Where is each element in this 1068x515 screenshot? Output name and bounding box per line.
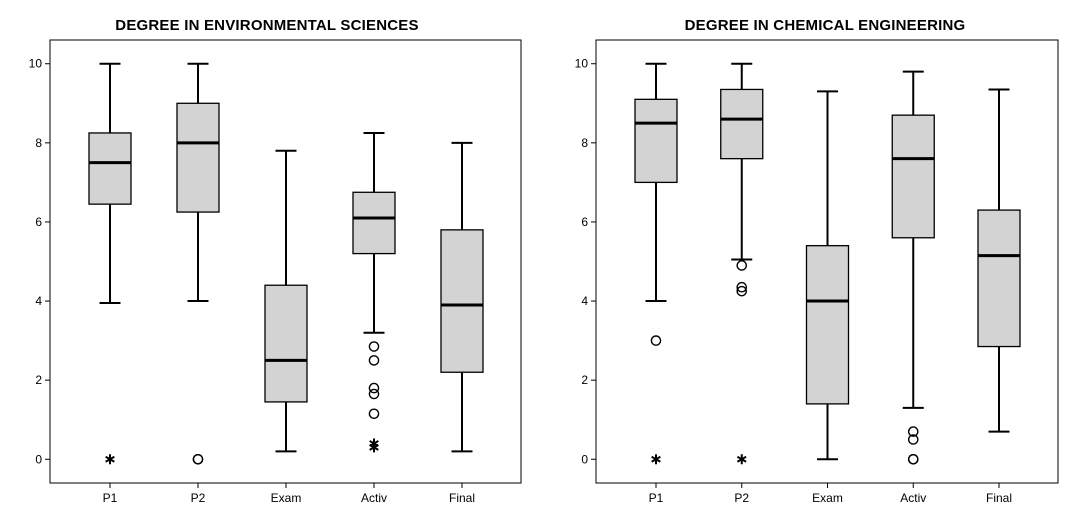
x-tick-label: P1 [103,491,118,505]
outlier-point [907,426,919,437]
chart-title: DEGREE IN CHEMICAL ENGINEERING [685,17,966,34]
outlier-point [368,341,380,352]
x-tick-label: Exam [271,491,302,505]
box-p1 [634,62,678,465]
x-tick-label: Exam [812,491,843,505]
outlier-point [368,382,380,394]
y-tick-label: 10 [575,57,589,71]
chart-title: DEGREE IN ENVIRONMENTAL SCIENCES [115,17,418,34]
iqr-box [977,209,1021,348]
outlier-point [368,388,380,400]
x-tick-label: P2 [734,491,749,505]
outlier-point [192,453,204,465]
iqr-box [88,132,132,205]
outlier-point [650,335,662,346]
chart-panel-1: DEGREE IN ENVIRONMENTAL SCIENCES 0 2 4 6 8 10 P… [29,17,522,505]
x-tick-label: Final [449,491,475,505]
iqr-box [264,284,308,403]
outlier-point [736,260,748,271]
y-tick-label: 0 [35,452,42,466]
box-final [440,141,484,453]
box-p2 [176,62,220,465]
y-tick-label: 2 [35,373,42,387]
iqr-box [440,229,484,373]
y-tick-label: 6 [581,215,588,229]
box-final [977,88,1021,433]
x-tick-label: P2 [191,491,206,505]
y-tick-label: 8 [35,136,42,150]
extreme-point [736,454,747,465]
box-p2 [720,62,764,465]
iqr-box [891,114,935,239]
y-tick-label: 8 [581,136,588,150]
y-tick-label: 2 [581,373,588,387]
outlier-point [368,355,380,366]
y-tick-label: 4 [35,294,42,308]
iqr-box [805,245,850,405]
y-tick-label: 0 [581,452,588,466]
box-exam [805,90,850,461]
y-tick-label: 10 [29,57,43,71]
outlier-point [907,453,919,465]
y-tick-label: 6 [35,215,42,229]
y-tick-label: 4 [581,294,588,308]
box-p1 [88,62,132,465]
extreme-point [105,454,115,465]
chart-panel-2: DEGREE IN CHEMICAL ENGINEERING 0 2 4 6 8 10 P1 P… [575,17,1059,505]
iqr-box [352,191,396,255]
outlier-point [736,281,748,293]
box-activ [891,70,935,465]
outlier-point [368,408,380,420]
outlier-point [736,285,748,297]
extreme-point [369,442,379,453]
x-tick-label: Activ [361,491,387,505]
outlier-point [907,434,919,445]
box-activ [352,131,396,453]
x-tick-label: Final [986,491,1012,505]
x-tick-label: P1 [649,491,664,505]
x-tick-label: Activ [900,491,926,505]
iqr-box [634,98,678,184]
extreme-point [651,454,661,465]
iqr-box [720,88,764,160]
iqr-box [176,102,220,213]
box-exam [264,149,308,453]
